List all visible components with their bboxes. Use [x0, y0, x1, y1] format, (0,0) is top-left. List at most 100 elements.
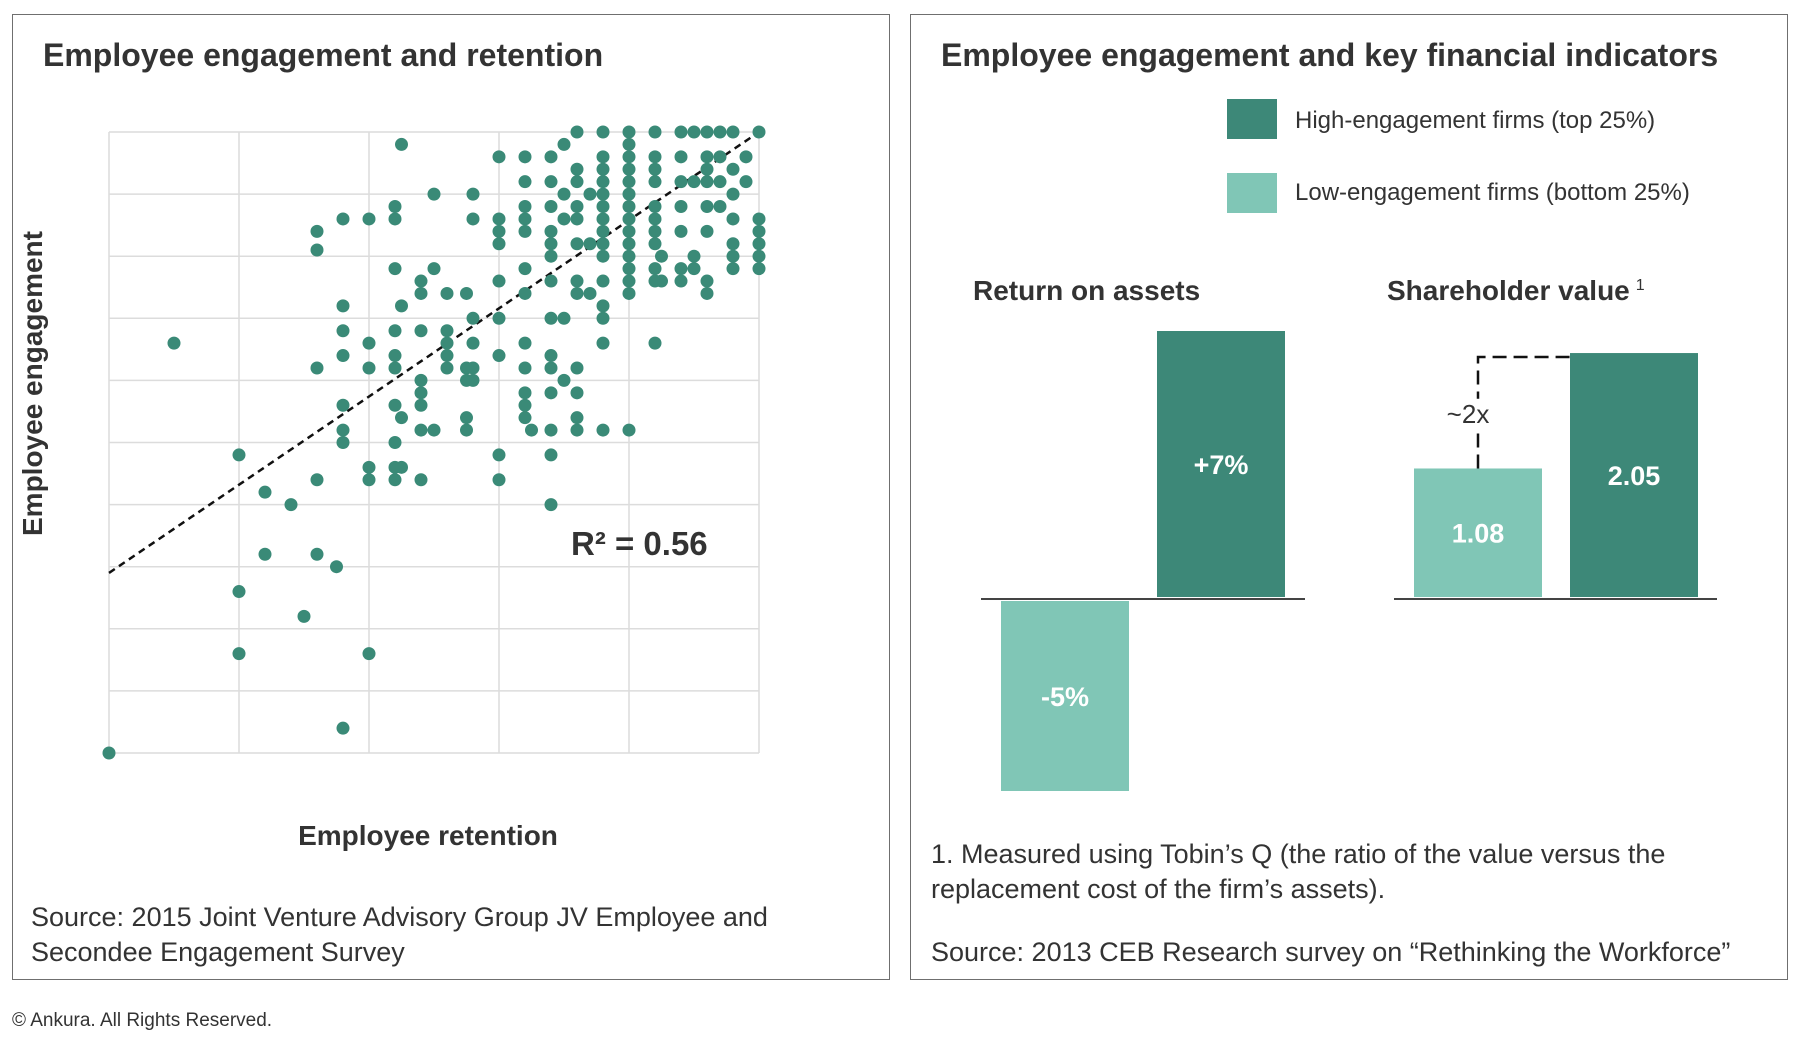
scatter-point — [726, 125, 740, 139]
scatter-point — [336, 324, 350, 338]
scatter-point — [700, 150, 714, 164]
scatter-grid — [108, 131, 760, 754]
scatter-point — [518, 398, 532, 412]
scatter-point — [414, 398, 428, 412]
scatter-point — [388, 324, 402, 338]
scatter-point — [544, 249, 558, 263]
scatter-point — [739, 175, 753, 189]
scatter-point — [570, 423, 584, 437]
scatter-point — [466, 311, 480, 325]
scatter-point — [388, 200, 402, 214]
scatter-point — [648, 200, 662, 214]
scatter-point — [427, 423, 441, 437]
scatter-point — [583, 237, 597, 251]
bar-value-label: 1.08 — [1452, 519, 1505, 549]
scatter-point — [726, 249, 740, 263]
scatter-point — [232, 585, 246, 599]
scatter-point — [544, 361, 558, 375]
scatter-point — [492, 473, 506, 487]
scatter-point — [726, 262, 740, 276]
scatter-point — [648, 175, 662, 189]
legend-swatch-low — [1227, 173, 1277, 213]
scatter-point — [713, 125, 727, 139]
scatter-point — [557, 187, 571, 201]
bar-value-label: -5% — [1041, 682, 1089, 712]
scatter-point — [440, 286, 454, 300]
scatter-point — [570, 361, 584, 375]
scatter-point — [414, 473, 428, 487]
scatter-point — [336, 398, 350, 412]
r-squared-annotation: R² = 0.56 — [571, 525, 708, 562]
scatter-point — [726, 162, 740, 176]
footnote-mark: 1 — [1635, 276, 1645, 294]
scatter-point — [466, 187, 480, 201]
scatter-point — [492, 274, 506, 288]
scatter-point — [310, 224, 324, 238]
scatter-point — [544, 311, 558, 325]
scatter-point — [752, 125, 766, 139]
scatter-point — [674, 175, 688, 189]
scatter-point — [596, 212, 610, 226]
scatter-point — [466, 336, 480, 350]
scatter-point — [414, 386, 428, 400]
scatter-point — [336, 212, 350, 226]
scatter-point — [544, 386, 558, 400]
scatter-point — [687, 262, 701, 276]
scatter-point — [388, 262, 402, 276]
scatter-point — [518, 336, 532, 350]
bar-low-engagement — [1414, 468, 1542, 597]
scatter-point — [687, 125, 701, 139]
bar-value-label: +7% — [1194, 450, 1249, 480]
scatter-point — [362, 361, 376, 375]
scatter-point — [427, 187, 441, 201]
scatter-point — [336, 349, 350, 363]
scatter-point — [544, 349, 558, 363]
scatter-point — [583, 286, 597, 300]
scatter-point — [336, 423, 350, 437]
scatter-point — [525, 423, 538, 437]
scatter-point — [460, 411, 473, 425]
scatter-point — [492, 349, 506, 363]
scatter-point — [336, 721, 350, 735]
scatter-point — [414, 274, 428, 288]
scatter-point — [583, 187, 597, 201]
scatter-point — [726, 187, 740, 201]
legend-low-label: Low-engagement firms (bottom 25%) — [1295, 179, 1690, 206]
scatter-point — [232, 647, 246, 661]
scatter-point — [297, 609, 311, 623]
scatter-point — [330, 560, 343, 574]
scatter-point — [596, 237, 610, 251]
scatter-point — [596, 423, 610, 437]
scatter-point — [395, 460, 408, 474]
scatter-point — [466, 373, 480, 387]
scatter-point — [570, 125, 584, 139]
scatter-point — [570, 286, 584, 300]
scatter-point — [395, 411, 408, 425]
scatter-point — [388, 361, 402, 375]
scatter-point — [388, 473, 402, 487]
scatter-point — [427, 262, 441, 276]
scatter-point — [388, 212, 402, 226]
scatter-point — [674, 200, 688, 214]
scatter-point — [395, 137, 408, 151]
scatter-point — [648, 336, 662, 350]
scatter-point — [700, 274, 714, 288]
scatter-point — [570, 237, 584, 251]
scatter-point — [648, 162, 662, 176]
shareholder-value-title-text: Shareholder value — [1387, 275, 1630, 306]
scatter-point — [596, 299, 610, 313]
scatter-point — [102, 746, 116, 760]
scatter-point — [557, 373, 571, 387]
scatter-point — [440, 349, 454, 363]
scatter-point — [752, 224, 766, 238]
scatter-point — [492, 237, 506, 251]
scatter-point — [687, 249, 701, 263]
scatter-point — [752, 212, 766, 226]
scatter-point — [388, 398, 402, 412]
scatter-point — [674, 224, 688, 238]
scatter-point — [440, 324, 454, 338]
scatter-point — [518, 200, 532, 214]
scatter-point — [700, 162, 714, 176]
scatter-point — [596, 150, 610, 164]
scatter-point — [622, 187, 636, 201]
